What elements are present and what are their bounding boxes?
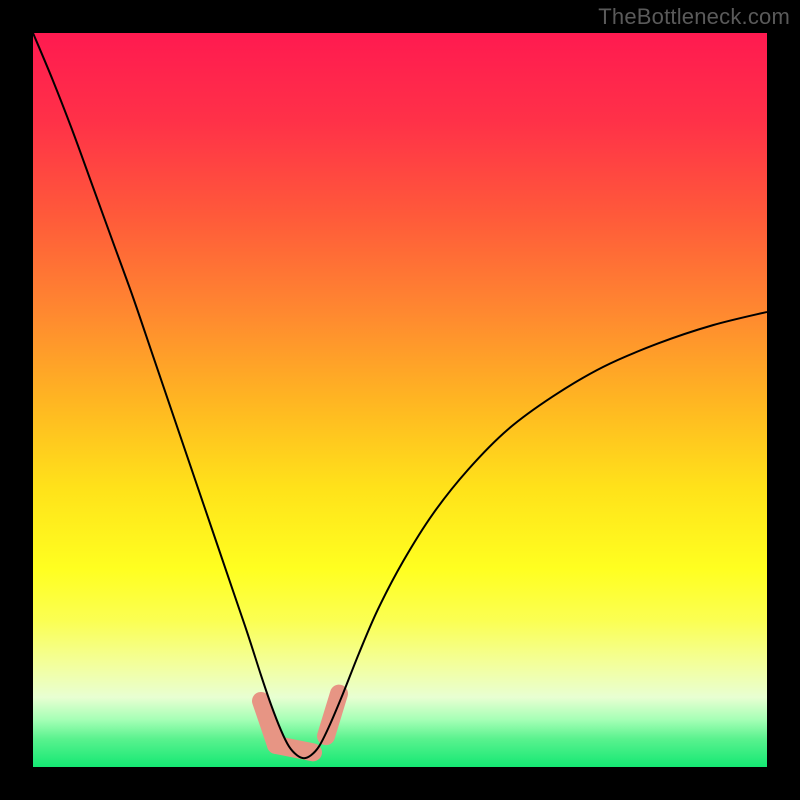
chart-canvas: TheBottleneck.com [0,0,800,800]
chart-svg [0,0,800,800]
watermark-text: TheBottleneck.com [598,4,790,30]
plot-background [33,33,767,767]
highlight-segment [276,745,313,752]
